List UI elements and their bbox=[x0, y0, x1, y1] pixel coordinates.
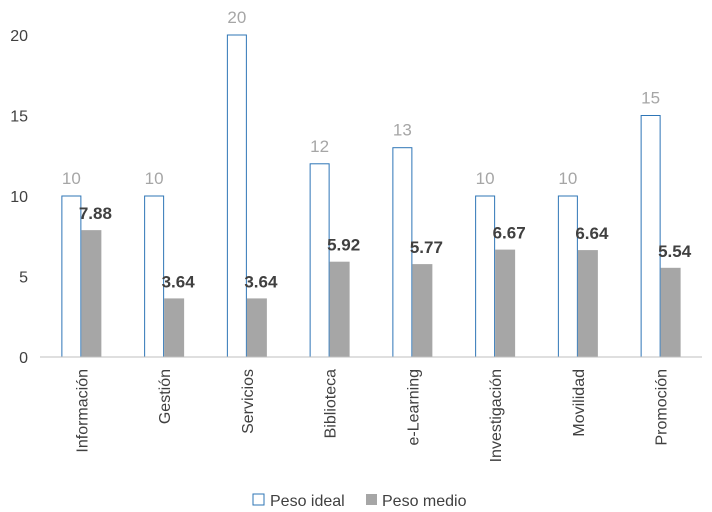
y-tick-label-0: 0 bbox=[19, 350, 28, 367]
data-label-peso-ideal-servicios: 20 bbox=[227, 8, 246, 27]
x-tick-label-promocion: Promoción bbox=[654, 369, 671, 445]
data-label-peso-ideal-movilidad: 10 bbox=[558, 169, 577, 188]
data-label-peso-ideal-informacion: 10 bbox=[62, 169, 81, 188]
legend-label-peso-medio: Peso medio bbox=[382, 493, 467, 510]
bar-peso-medio-gestion bbox=[164, 298, 185, 357]
bar-peso-medio-movilidad bbox=[577, 250, 598, 357]
bars bbox=[61, 34, 681, 358]
legend-label-peso-ideal: Peso ideal bbox=[270, 493, 345, 510]
data-label-peso-medio-movilidad: 6.64 bbox=[575, 224, 609, 243]
data-label-peso-medio-investigacion: 6.67 bbox=[493, 224, 526, 243]
data-label-peso-ideal-promocion: 15 bbox=[641, 89, 660, 108]
data-label-peso-ideal-biblioteca: 12 bbox=[310, 137, 329, 156]
x-tick-label-biblioteca: Biblioteca bbox=[323, 369, 340, 438]
bar-peso-ideal-servicios bbox=[226, 34, 247, 358]
x-tick-label-movilidad: Movilidad bbox=[571, 369, 588, 437]
bar-peso-medio-biblioteca bbox=[329, 261, 350, 357]
bar-peso-ideal-biblioteca bbox=[309, 163, 330, 358]
data-label-peso-medio-servicios: 3.64 bbox=[244, 272, 278, 291]
data-label-peso-medio-e-learning: 5.77 bbox=[410, 238, 443, 257]
data-label-peso-medio-promocion: 5.54 bbox=[658, 242, 692, 261]
bar-peso-ideal-promocion bbox=[640, 115, 661, 358]
x-tick-label-informacion: Información bbox=[74, 369, 91, 453]
legend-swatch-peso-medio bbox=[366, 494, 377, 505]
y-tick-label-10: 10 bbox=[10, 189, 28, 206]
data-label-peso-ideal-gestion: 10 bbox=[145, 169, 164, 188]
data-labels: 10 7.88 10 3.64 20 3.64 12 5.92 13 5.77 10 6.67 10 6.… bbox=[62, 8, 692, 291]
y-tick-label-5: 5 bbox=[19, 270, 28, 287]
bar-peso-medio-informacion bbox=[81, 230, 102, 357]
data-label-peso-ideal-e-learning: 13 bbox=[393, 121, 412, 140]
bar-peso-ideal-investigacion bbox=[475, 195, 496, 358]
y-axis-ticks: 0 5 10 15 20 bbox=[10, 28, 28, 367]
bar-peso-ideal-movilidad bbox=[557, 195, 578, 358]
y-tick-label-15: 15 bbox=[10, 109, 28, 126]
data-label-peso-medio-informacion: 7.88 bbox=[79, 204, 112, 223]
data-label-peso-medio-gestion: 3.64 bbox=[162, 272, 196, 291]
legend-swatch-peso-ideal bbox=[252, 493, 265, 506]
bar-peso-medio-investigacion bbox=[495, 249, 516, 357]
x-tick-label-investigacion: Investigación bbox=[488, 369, 505, 462]
data-label-peso-ideal-investigacion: 10 bbox=[476, 169, 495, 188]
x-tick-label-servicios: Servicios bbox=[240, 369, 257, 434]
legend: Peso ideal Peso medio bbox=[252, 493, 467, 510]
bar-peso-medio-servicios bbox=[246, 298, 267, 357]
bar-peso-medio-promocion bbox=[660, 267, 681, 357]
x-tick-label-gestion: Gestión bbox=[157, 369, 174, 424]
y-tick-label-20: 20 bbox=[10, 28, 28, 45]
x-axis-labels: Información Gestión Servicios Biblioteca e-L… bbox=[74, 369, 670, 462]
x-tick-label-e-learning: e-Learning bbox=[405, 369, 422, 446]
data-label-peso-medio-biblioteca: 5.92 bbox=[327, 236, 360, 255]
bar-peso-medio-e-learning bbox=[412, 264, 433, 357]
